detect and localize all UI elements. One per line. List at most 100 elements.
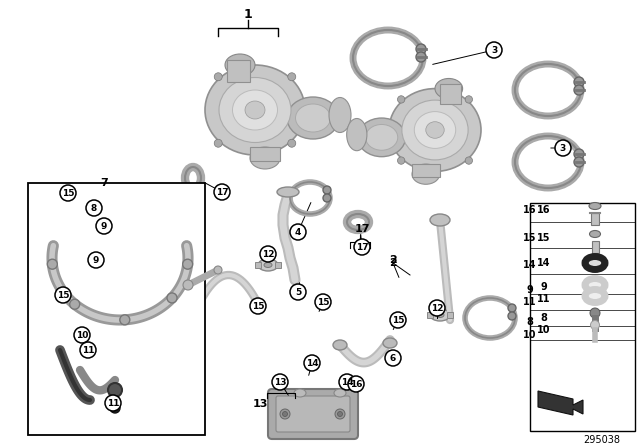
Circle shape	[47, 259, 58, 269]
Text: 8: 8	[527, 317, 533, 327]
Text: 4: 4	[295, 228, 301, 237]
Text: 15: 15	[524, 233, 537, 243]
Text: 13: 13	[252, 399, 268, 409]
Ellipse shape	[358, 118, 406, 157]
Circle shape	[290, 224, 306, 240]
Text: 3: 3	[560, 143, 566, 152]
Bar	[530, 203, 635, 431]
Bar	[447, 312, 453, 318]
Circle shape	[80, 342, 96, 358]
Ellipse shape	[591, 320, 600, 329]
Circle shape	[397, 96, 405, 103]
Text: 10: 10	[76, 331, 88, 340]
Ellipse shape	[347, 119, 367, 151]
Circle shape	[214, 184, 230, 200]
Ellipse shape	[436, 313, 444, 318]
Bar	[250, 147, 280, 161]
Circle shape	[88, 252, 104, 268]
Text: 11: 11	[524, 297, 537, 307]
Ellipse shape	[296, 104, 330, 132]
Ellipse shape	[258, 259, 278, 271]
Circle shape	[120, 315, 130, 325]
Text: 17: 17	[216, 188, 228, 197]
Circle shape	[315, 294, 331, 310]
Ellipse shape	[426, 122, 444, 138]
Circle shape	[288, 139, 296, 147]
Circle shape	[280, 409, 290, 419]
Text: 14: 14	[537, 258, 551, 268]
Ellipse shape	[365, 125, 397, 150]
Circle shape	[337, 412, 342, 417]
Polygon shape	[440, 84, 461, 104]
Text: 15: 15	[61, 189, 74, 198]
Circle shape	[74, 327, 90, 343]
Circle shape	[429, 300, 445, 316]
Text: 10: 10	[524, 330, 537, 340]
Bar	[591, 241, 598, 253]
Circle shape	[508, 312, 516, 320]
Text: 14: 14	[340, 378, 353, 387]
Text: 1: 1	[244, 8, 252, 21]
Ellipse shape	[389, 89, 481, 172]
Bar	[275, 262, 281, 268]
Ellipse shape	[590, 308, 600, 318]
Text: 3: 3	[491, 46, 497, 55]
Circle shape	[167, 293, 177, 303]
Circle shape	[55, 287, 71, 303]
Text: 16: 16	[537, 205, 551, 215]
Text: 11: 11	[107, 399, 119, 408]
Text: 2: 2	[389, 255, 397, 265]
Circle shape	[574, 149, 584, 159]
Ellipse shape	[414, 112, 456, 148]
Ellipse shape	[589, 231, 600, 237]
Circle shape	[555, 140, 571, 156]
Circle shape	[385, 350, 401, 366]
Text: 14: 14	[306, 358, 318, 367]
Ellipse shape	[430, 309, 450, 321]
Circle shape	[574, 85, 584, 95]
Circle shape	[110, 403, 120, 413]
Text: 17: 17	[356, 242, 368, 251]
Circle shape	[105, 395, 121, 411]
Circle shape	[290, 284, 306, 300]
Text: 15: 15	[57, 290, 69, 300]
Ellipse shape	[430, 214, 450, 226]
Circle shape	[282, 412, 287, 417]
Circle shape	[323, 186, 331, 194]
Text: 11: 11	[537, 294, 551, 304]
Circle shape	[86, 200, 102, 216]
Ellipse shape	[402, 100, 468, 160]
Circle shape	[182, 259, 193, 269]
Circle shape	[416, 52, 426, 62]
Text: 7: 7	[100, 178, 108, 188]
Ellipse shape	[250, 147, 280, 169]
Text: 16: 16	[524, 205, 537, 215]
Ellipse shape	[585, 289, 605, 302]
Bar	[255, 262, 261, 268]
Circle shape	[574, 77, 584, 87]
Circle shape	[183, 280, 193, 290]
Text: 12: 12	[262, 250, 275, 258]
Circle shape	[416, 44, 426, 54]
Ellipse shape	[585, 279, 605, 292]
Ellipse shape	[264, 263, 272, 267]
Text: 15: 15	[537, 233, 551, 243]
Bar	[28, 183, 205, 435]
Text: 9: 9	[541, 282, 547, 292]
FancyBboxPatch shape	[268, 389, 358, 439]
Text: 12: 12	[431, 303, 444, 313]
Circle shape	[465, 157, 472, 164]
Circle shape	[465, 96, 472, 103]
Ellipse shape	[277, 187, 299, 197]
Text: 9: 9	[101, 221, 107, 231]
Text: 5: 5	[295, 288, 301, 297]
Text: 6: 6	[390, 353, 396, 362]
Ellipse shape	[205, 65, 305, 155]
Text: 10: 10	[537, 325, 551, 335]
Polygon shape	[538, 391, 583, 415]
Circle shape	[390, 312, 406, 328]
Ellipse shape	[294, 389, 306, 397]
Text: 9: 9	[93, 255, 99, 264]
Circle shape	[214, 139, 222, 147]
Ellipse shape	[333, 340, 347, 350]
